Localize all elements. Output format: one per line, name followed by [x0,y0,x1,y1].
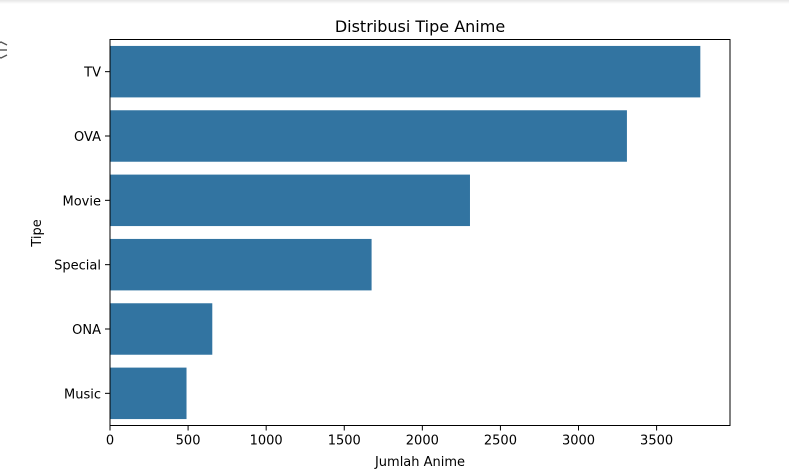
x-tick-label: 1000 [250,434,283,449]
y-tick-label: Music [64,387,101,402]
output-menu-icon[interactable] [0,40,9,60]
y-tick-label: OVA [74,130,101,145]
plot-frame [109,39,731,426]
x-tick-label: 2500 [484,434,517,449]
bar-music [110,367,187,420]
y-tick-label: Movie [63,194,101,209]
x-tick-label: 500 [176,434,201,449]
x-axis-label: Jumlah Anime [374,455,465,470]
bar-ona [110,303,213,355]
y-tick-label: TV [83,66,101,81]
bar-special [110,238,372,291]
x-axis-ticks: 0 500 1000 1500 2000 2500 3000 3500 [106,425,673,449]
bar-movie [110,174,470,227]
bar-ova [110,110,627,162]
x-tick-label: 1500 [328,434,361,449]
y-axis-label: Tipe [30,219,45,247]
y-tick-label: Special [54,259,101,274]
y-tick-label: ONA [72,323,101,338]
y-axis-ticks: TV OVA Movie Special ONA Music [54,66,110,402]
x-tick-label: 0 [106,434,114,449]
bars [110,45,701,420]
x-tick-label: 3500 [640,434,673,449]
bar-tv [110,45,701,98]
chart-title: Distribusi Tipe Anime [335,17,505,36]
x-tick-label: 3000 [562,434,595,449]
notebook-top-shadow [0,0,789,4]
x-tick-label: 2000 [406,434,439,449]
